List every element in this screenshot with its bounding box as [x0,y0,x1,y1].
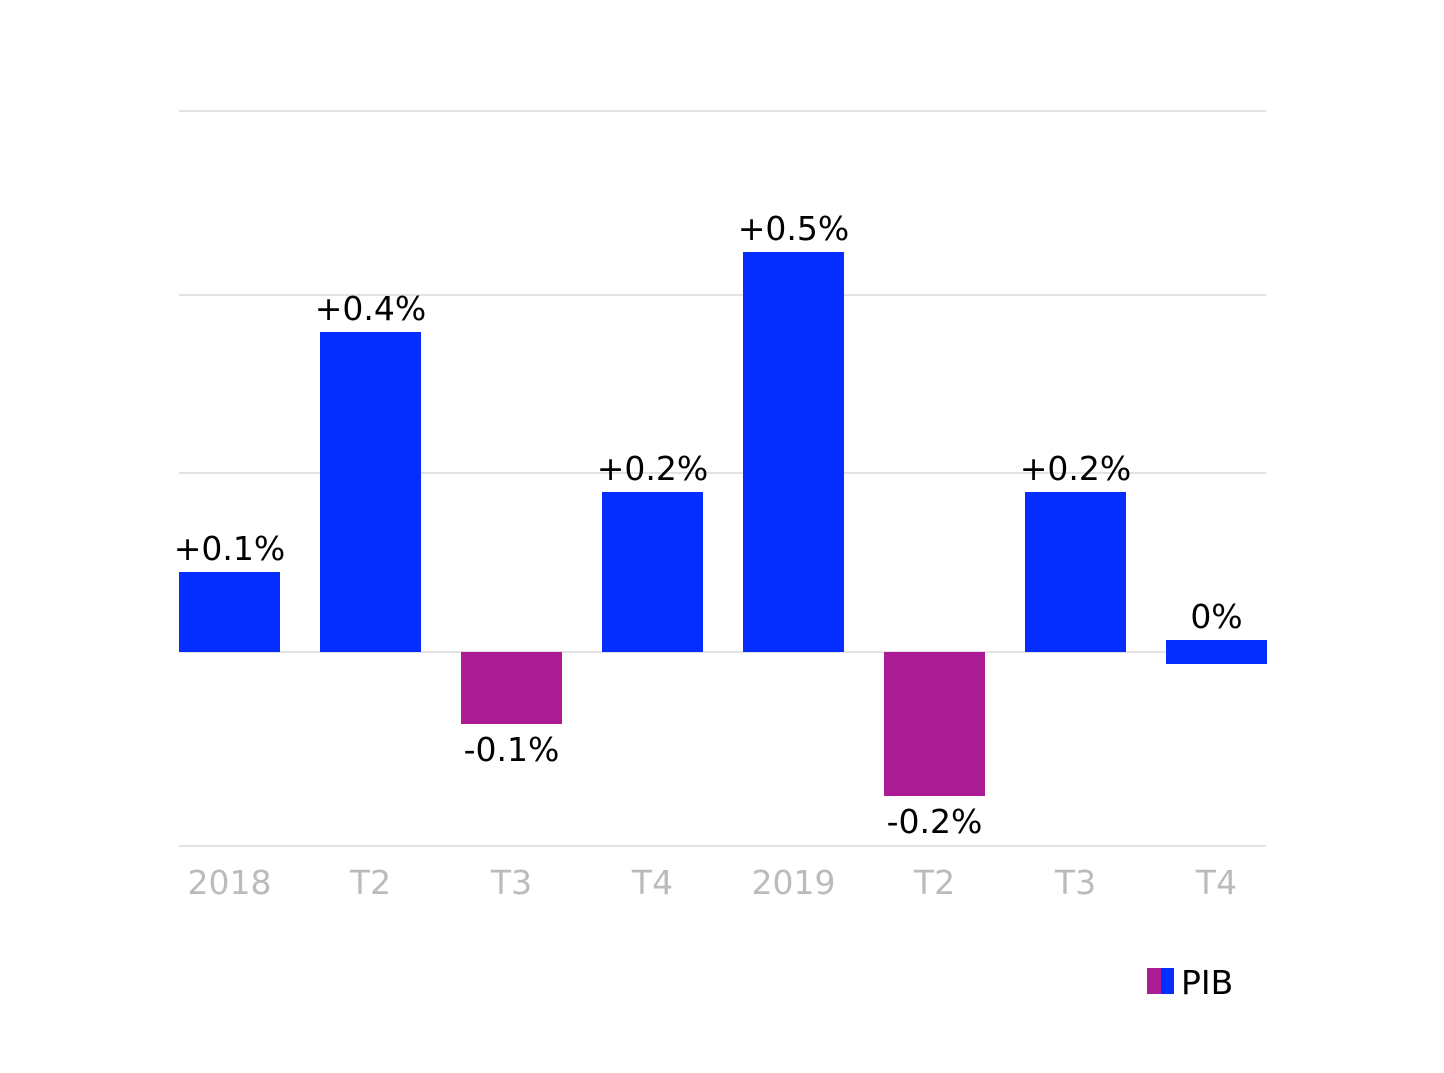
x-tick-label: 2019 [752,863,836,902]
data-label: -0.2% [887,802,983,841]
bar [743,252,844,652]
data-label: +0.2% [597,449,709,488]
bar [884,652,985,796]
x-tick-label: T3 [490,863,532,902]
x-tick-label: T3 [1054,863,1096,902]
bar [320,332,421,652]
data-label: +0.4% [315,289,427,328]
x-tick-label: T2 [913,863,955,902]
data-label: -0.1% [464,730,560,769]
data-label: +0.1% [174,529,286,568]
x-tick-label: T2 [349,863,391,902]
legend-label: PIB [1181,963,1233,1002]
data-label: +0.2% [1020,449,1132,488]
x-tick-label: 2018 [188,863,272,902]
data-label: +0.5% [738,209,850,248]
bar [1166,640,1267,664]
legend-swatch-positive [1161,968,1174,994]
legend-swatch-negative [1147,968,1161,994]
x-tick-label: T4 [631,863,673,902]
bar [461,652,562,724]
bar [1025,492,1126,652]
legend: PIB [1147,963,1233,1002]
data-label: 0% [1190,597,1242,636]
bar [602,492,703,652]
bar [179,572,280,652]
x-tick-label: T4 [1195,863,1237,902]
